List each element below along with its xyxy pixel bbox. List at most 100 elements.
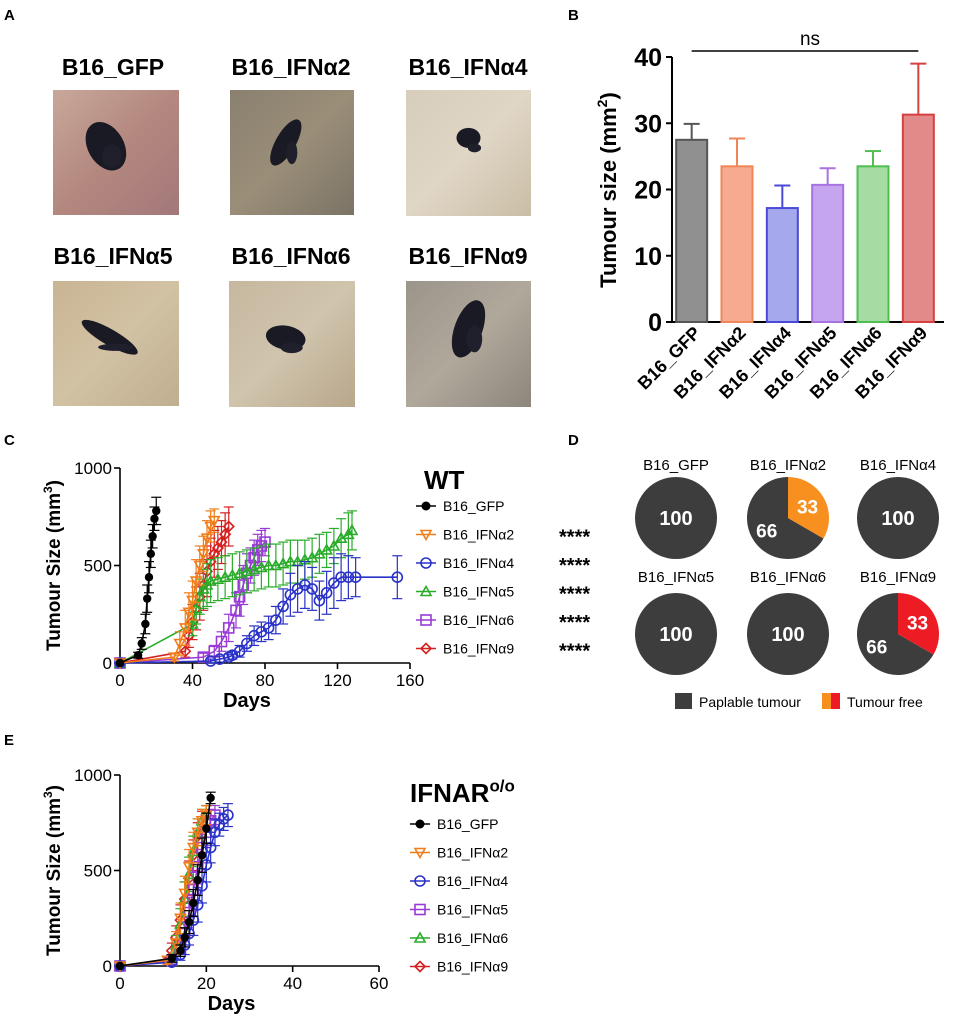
data-point-b16-ifn-5 [269,558,283,571]
legend-marker-b16-ifn-5 [419,584,433,597]
pie-title-b16-ifn-2: B16_IFNα2 [750,457,826,474]
photo-label-b16-ifn-5: B16_IFNα5 [54,243,173,269]
x-tick-label: 40 [283,974,302,993]
data-point-b16-ifn-5 [240,564,254,577]
data-point-b16-ifn-4 [262,622,275,634]
y-axis-title: Tumour size (mm2) [594,92,621,288]
legend-label-b16-ifn-4: B16_IFNα4 [437,873,508,889]
y-tick-label: 20 [634,177,662,205]
data-point-b16-ifn-2 [174,913,187,925]
data-point-b16-ifn-5 [262,558,275,571]
series-b16-ifn-4 [114,553,404,669]
pie-slice-label: 100 [881,508,914,530]
bar-b16-ifn-4 [765,207,799,323]
panel-letter-c: C [4,432,15,449]
data-point-b16-ifn-4 [284,588,297,601]
x-tick-label: 0 [115,671,124,690]
legend-marker-b16-ifn-9 [413,960,427,973]
data-point-b16-ifn-5 [247,562,261,575]
series-b16-ifn-2 [113,804,213,973]
y-tick-label: 40 [634,44,662,72]
y-axis-title-superscript: 3 [41,486,55,493]
y-axis-title-superscript: 2 [594,99,610,107]
data-point-b16-gfp [206,793,215,803]
legend-marker-b16-ifn-6 [420,614,432,626]
pie-slice-label: 33 [797,498,818,519]
legend-swatch-tumour-free-red [831,693,840,709]
y-tick-label: 500 [84,557,112,576]
data-point-b16-gfp [202,824,211,833]
data-point-b16-ifn-4 [306,583,318,595]
data-point-b16-ifn-5 [204,574,217,586]
tumour-mass-lobe [467,143,482,153]
data-point-b16-ifn-2 [200,533,214,545]
data-point-b16-ifn-2 [186,595,199,608]
tumour-mass-lobe [286,140,298,165]
data-point-b16-gfp [189,898,198,908]
pie-title-b16-gfp: B16_GFP [643,457,709,474]
legend-marker-b16-ifn-5 [414,903,426,916]
legend-label-paplable: Paplable tumour [699,694,801,710]
bar-b16-ifn-6 [856,165,890,323]
legend-marker-b16-ifn-4 [414,875,426,887]
significance-b16-ifn-5: **** [559,584,590,606]
y-axis-title: Tumour Size (mm3) [41,480,65,651]
data-point-b16-ifn-4 [391,571,404,584]
pie-slice-label: 100 [659,624,692,646]
data-point-b16-ifn-5 [233,566,246,579]
data-point-b16-gfp [146,549,156,558]
data-point-b16-gfp [193,875,202,885]
significance-b16-ifn-2: **** [559,527,590,549]
data-point-b16-ifn-2 [197,548,210,561]
data-point-b16-ifn-2 [187,842,200,855]
data-point-b16-ifn-4 [349,571,362,584]
data-point-b16-ifn-4 [342,571,355,584]
x-tick-label: 120 [323,671,351,690]
photo-label-b16-gfp: B16_GFP [62,54,164,80]
legend-label-tumour-free: Tumour free [847,694,923,710]
pie-title-b16-ifn-9: B16_IFNα9 [860,569,936,586]
panel-c-growth-curves-wt: 0 500 1000 0 40 80 120 160 Days Tumour Size (mm3)… [41,459,590,712]
y-axis-title-tail: ) [596,92,621,99]
legend-label-b16-ifn-9: B16_IFNα9 [437,959,508,975]
y-axis-title-tail: ) [44,785,65,791]
data-point-b16-ifn-2 [168,652,181,664]
series-b16-ifn-6 [114,527,271,669]
legend-title: IFNARo/o [410,777,515,808]
significance-b16-ifn-9: **** [559,641,590,663]
significance-label: ns [800,29,820,50]
y-axis-title-tail: ) [44,480,65,486]
legend-swatch-tumour-free-orange [822,693,831,709]
data-point-b16-ifn-6 [251,544,264,556]
data-point-b16-ifn-2 [182,607,196,619]
data-point-b16-ifn-2 [195,816,209,828]
x-axis-title: Days [208,993,256,1015]
pie-slice-label: 66 [756,521,777,542]
data-point-b16-ifn-4 [204,841,217,854]
x-tick-label: 20 [197,974,216,993]
x-tick-label: 80 [256,671,275,690]
series-b16-ifn-2 [113,508,221,670]
data-point-b16-ifn-4 [313,594,326,607]
pie-slice-b16-ifn-2-66 [746,477,824,559]
legend-label-b16-ifn-5: B16_IFNα5 [443,584,514,600]
y-tick-label: 0 [103,957,112,976]
data-point-b16-gfp [137,639,146,648]
y-tick-label: 10 [634,243,662,271]
data-point-b16-ifn-4 [222,809,234,821]
data-point-b16-ifn-5 [226,568,239,581]
data-point-b16-ifn-6 [230,604,242,617]
pie-slice-label: 100 [659,508,692,530]
data-point-b16-ifn-5 [345,523,359,536]
photo-label-b16-ifn-2: B16_IFNα2 [232,54,351,80]
legend-marker-b16-ifn-2 [419,529,433,542]
pie-slice-b16-ifn-6-100 [747,593,829,675]
data-point-b16-ifn-4 [270,614,282,626]
pie-title-b16-ifn-5: B16_IFNα5 [638,569,714,586]
data-point-b16-gfp [115,961,125,971]
bar-b16-ifn-5 [811,183,845,323]
data-point-b16-ifn-5 [218,570,232,583]
data-point-b16-ifn-2 [189,576,203,588]
legend-label-b16-ifn-9: B16_IFNα9 [443,641,514,657]
